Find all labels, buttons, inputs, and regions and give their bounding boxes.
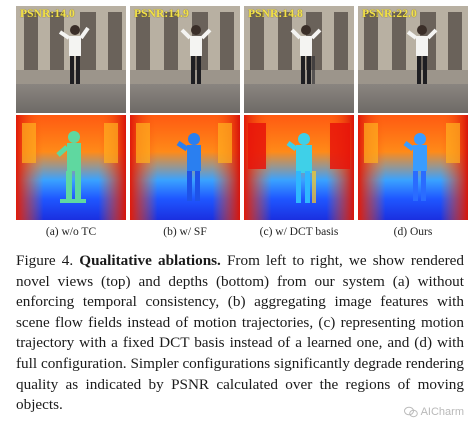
- photo-panel-d: PSNR:22.0: [358, 6, 468, 113]
- psnr-label: PSNR:22.0: [362, 8, 417, 20]
- psnr-label: PSNR:14.0: [20, 8, 75, 20]
- watermark: AICharm: [403, 406, 464, 418]
- panel-sublabel-d: (d) Ours: [393, 226, 433, 238]
- panel-sublabel-a: (a) w/o TC: [45, 226, 97, 238]
- panel-sublabel-b: (b) w/ SF: [163, 226, 207, 238]
- figure-title: Qualitative ablations.: [79, 252, 221, 269]
- depth-panel-a: [16, 115, 126, 220]
- figure-label: Figure 4.: [16, 252, 74, 269]
- psnr-label: PSNR:14.8: [248, 8, 303, 20]
- wechat-icon: [403, 406, 418, 418]
- photo-panel-c: PSNR:14.8: [244, 6, 354, 113]
- watermark-text: AICharm: [420, 406, 464, 418]
- depth-panel-d: [358, 115, 468, 220]
- depth-panel-b: [130, 115, 240, 220]
- photo-panel-b: PSNR:14.9: [130, 6, 240, 113]
- psnr-label: PSNR:14.9: [134, 8, 189, 20]
- caption-body: From left to right, we show rendered nov…: [16, 252, 465, 414]
- figure-caption: Figure 4. Qualitative ablations. From le…: [16, 251, 464, 416]
- photo-panel-a: PSNR:14.0: [16, 6, 126, 113]
- panel-sublabel-c: (c) w/ DCT basis: [259, 226, 339, 238]
- depth-panel-c: [244, 115, 354, 220]
